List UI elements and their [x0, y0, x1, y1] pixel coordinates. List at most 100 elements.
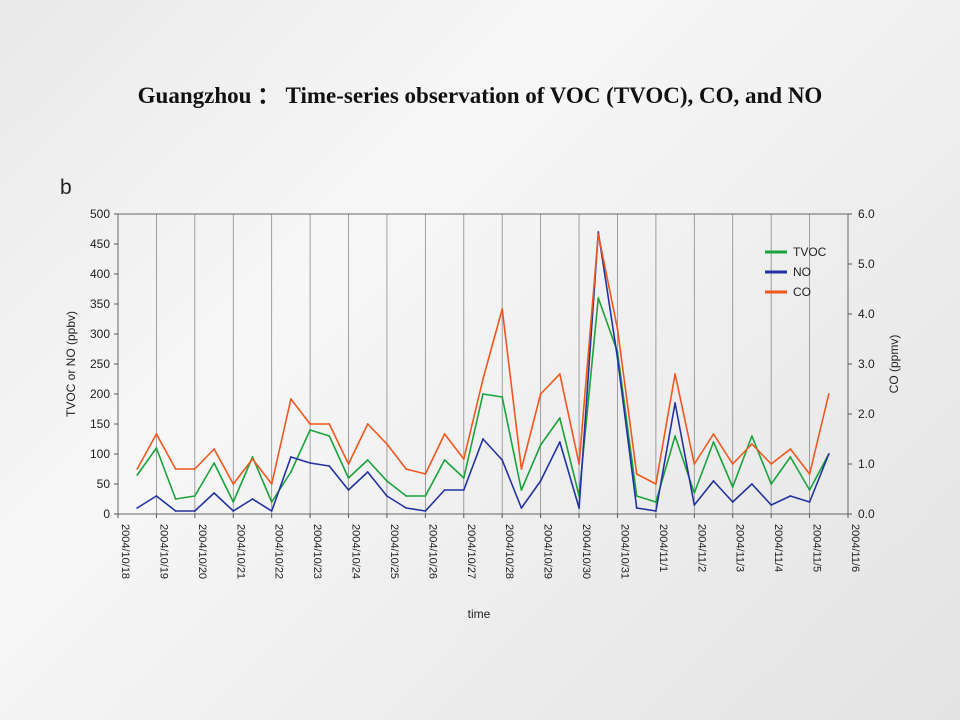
data-point-no	[616, 357, 619, 359]
data-point-no	[808, 501, 811, 503]
data-point-co	[290, 398, 292, 400]
slide-title: Guangzhou ： Time-series observation of V…	[137, 83, 823, 108]
data-point-tvoc	[482, 393, 484, 395]
data-point-no	[193, 510, 196, 512]
y2-tick-label: 6.0	[858, 207, 875, 221]
data-point-no	[635, 507, 638, 509]
data-point-tvoc	[597, 297, 600, 299]
data-point-co	[693, 463, 696, 465]
data-point-tvoc	[405, 495, 408, 497]
data-point-tvoc	[539, 444, 542, 446]
data-point-no	[424, 510, 427, 512]
x-tick-label: 2004/10/26	[426, 524, 438, 579]
data-point-co	[424, 473, 427, 475]
y-tick-label: 250	[90, 357, 110, 371]
data-point-co	[136, 468, 139, 470]
x-tick-label: 2004/11/4	[772, 524, 784, 572]
data-point-tvoc	[174, 498, 177, 500]
data-point-tvoc	[520, 489, 523, 491]
data-point-co	[558, 373, 561, 375]
data-point-no	[655, 510, 657, 512]
data-point-tvoc	[731, 486, 734, 488]
data-point-no	[597, 231, 600, 233]
y2-tick-label: 4.0	[858, 307, 875, 321]
data-point-co	[386, 443, 388, 445]
x-tick-label: 2004/10/31	[618, 524, 630, 579]
data-point-tvoc	[309, 429, 311, 431]
x-tick-label: 2004/11/1	[657, 524, 669, 572]
data-point-no	[751, 483, 753, 485]
y-tick-label: 400	[90, 267, 110, 281]
y-tick-label: 200	[90, 387, 110, 401]
data-point-tvoc	[232, 501, 235, 503]
data-point-co	[770, 463, 773, 465]
data-point-co	[193, 468, 196, 470]
legend: TVOC NO CO	[765, 245, 827, 299]
data-point-co	[808, 473, 811, 475]
data-point-tvoc	[693, 492, 696, 494]
data-point-tvoc	[136, 474, 139, 476]
data-point-co	[347, 463, 350, 465]
legend-label-co: CO	[793, 285, 811, 299]
x-tick-label: 2004/11/3	[734, 524, 746, 572]
data-point-no	[482, 438, 484, 440]
data-point-tvoc	[270, 501, 273, 503]
grid-lines	[156, 214, 810, 514]
data-point-no	[270, 510, 273, 512]
data-point-tvoc	[501, 396, 504, 398]
data-point-co	[674, 373, 676, 375]
x-tick-label: 2004/10/30	[580, 524, 592, 579]
x-tick-label: 2004/10/22	[273, 524, 285, 579]
data-point-tvoc	[213, 462, 216, 464]
data-point-co	[597, 233, 600, 235]
data-point-co	[270, 483, 273, 485]
data-point-no	[366, 471, 369, 473]
data-point-co	[578, 463, 580, 465]
data-point-co	[501, 308, 504, 310]
data-point-no	[674, 402, 676, 404]
data-point-co	[712, 433, 715, 435]
x-tick-label: 2004/11/6	[849, 524, 861, 572]
data-point-co	[232, 483, 235, 485]
data-point-tvoc	[751, 435, 753, 437]
data-point-no	[827, 453, 830, 455]
data-point-co	[482, 378, 484, 380]
x-tick-label: 2004/10/28	[503, 524, 515, 579]
data-point-co	[174, 468, 177, 470]
y-tick-label: 150	[90, 417, 110, 431]
series-line-co	[136, 233, 830, 485]
data-point-co	[731, 463, 734, 465]
axes: 2004/10/18 2004/10/19 2004/10/20 2004/10/21…	[90, 207, 875, 579]
data-point-no	[347, 489, 350, 491]
data-point-no	[232, 510, 235, 512]
y2-tick-label: 5.0	[858, 257, 875, 271]
y-tick-label: 300	[90, 327, 110, 341]
data-point-co	[635, 473, 638, 475]
y-tick-label: 0	[103, 507, 110, 521]
x-tick-label: 2004/10/21	[234, 524, 246, 579]
data-point-tvoc	[347, 477, 350, 479]
data-point-no	[213, 492, 216, 494]
data-point-co	[443, 433, 446, 435]
x-tick-label: 2004/10/18	[119, 524, 131, 579]
data-point-tvoc	[193, 495, 196, 497]
data-point-co	[539, 393, 542, 395]
y2-tick-label: 3.0	[858, 357, 875, 371]
series-line-tvoc	[136, 297, 830, 503]
data-point-no	[539, 480, 542, 482]
data-point-co	[462, 458, 465, 460]
data-point-tvoc	[328, 435, 331, 437]
data-point-no	[558, 441, 561, 443]
data-point-no	[520, 507, 523, 509]
data-point-tvoc	[366, 459, 369, 461]
data-point-no	[174, 510, 177, 512]
data-point-co	[827, 393, 830, 395]
data-point-tvoc	[789, 456, 792, 458]
data-point-tvoc	[674, 435, 676, 437]
panel-label: b	[60, 176, 72, 199]
data-point-tvoc	[386, 480, 388, 482]
data-point-no	[789, 495, 792, 497]
data-point-co	[655, 483, 657, 485]
data-point-no	[501, 459, 504, 461]
x-tick-label: 2004/10/20	[196, 524, 208, 579]
